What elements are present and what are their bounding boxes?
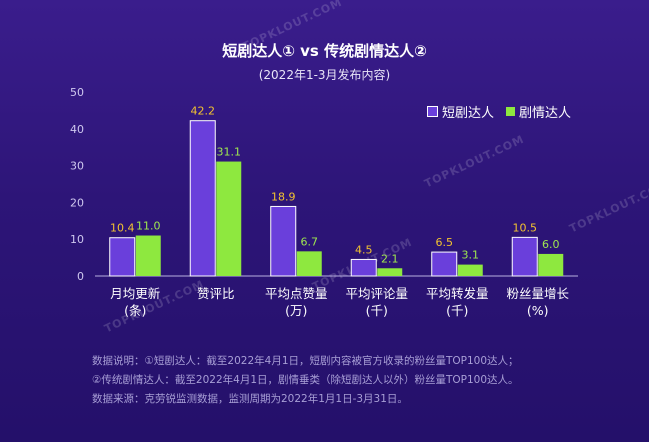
footnote-line: 数据来源：克劳锐监测数据，监测周期为2022年1月1日-3月31日。 bbox=[92, 393, 408, 405]
x-tick-label-unit: (%) bbox=[527, 303, 549, 318]
bar bbox=[350, 258, 377, 277]
legend: 短剧达人 剧情达人 bbox=[427, 102, 571, 121]
footnote-line: 数据说明：①短剧达人：截至2022年4月1日，短剧内容被官方收录的粉丝量TOP1… bbox=[92, 355, 519, 367]
data-label: 42.2 bbox=[191, 105, 216, 118]
x-tick-label-unit: (条) bbox=[124, 303, 146, 318]
y-tick-label: 40 bbox=[70, 123, 84, 136]
data-label: 10.5 bbox=[513, 221, 538, 234]
bar bbox=[296, 251, 322, 276]
bar bbox=[538, 253, 564, 276]
footnote-line: ②传统剧情达人：截至2022年4月1日，剧情垂类（除短剧达人以外）粉丝量TOP1… bbox=[92, 374, 519, 386]
x-tick-label: 赞评比 bbox=[197, 286, 235, 301]
x-tick-label: 平均评论量 bbox=[345, 286, 408, 301]
x-tick-label-unit: (万) bbox=[285, 303, 307, 318]
legend-item-series-2: 剧情达人 bbox=[506, 102, 571, 121]
x-tick-label: 平均点赞量 bbox=[265, 286, 328, 301]
data-label: 2.1 bbox=[381, 252, 399, 265]
data-label: 10.4 bbox=[110, 222, 135, 235]
legend-label-series-1: 短剧达人 bbox=[442, 106, 495, 121]
chart-title: 短剧达人① vs 传统剧情达人② bbox=[222, 42, 427, 60]
data-label: 18.9 bbox=[271, 190, 296, 203]
y-tick-label: 10 bbox=[70, 233, 84, 246]
bar bbox=[457, 264, 483, 276]
data-label: 6.5 bbox=[436, 236, 454, 249]
footnotes: 数据说明：①短剧达人：截至2022年4月1日，短剧内容被官方收录的粉丝量TOP1… bbox=[92, 352, 519, 409]
x-tick-label-unit: (千) bbox=[366, 303, 388, 318]
bar bbox=[270, 205, 297, 277]
data-label: 31.1 bbox=[217, 146, 242, 159]
bar bbox=[377, 268, 403, 276]
bar bbox=[431, 251, 458, 277]
data-label: 11.0 bbox=[136, 220, 161, 233]
data-label: 6.7 bbox=[301, 235, 319, 248]
bar bbox=[189, 120, 216, 277]
y-tick-label: 20 bbox=[70, 196, 84, 209]
data-label: 6.0 bbox=[542, 238, 560, 251]
bar bbox=[216, 161, 242, 276]
y-tick-label: 30 bbox=[70, 160, 84, 173]
x-tick-label: 月均更新 bbox=[110, 286, 160, 301]
legend-label-series-2: 剧情达人 bbox=[519, 106, 572, 121]
x-tick-label-unit: (千) bbox=[446, 303, 468, 318]
bar bbox=[511, 236, 538, 277]
legend-swatch-series-2 bbox=[506, 107, 516, 116]
bar bbox=[109, 237, 136, 277]
chart-subtitle: (2022年1-3月发布内容) bbox=[258, 68, 391, 82]
y-tick-label: 0 bbox=[77, 270, 84, 283]
bar bbox=[135, 235, 161, 276]
y-tick-label: 50 bbox=[70, 86, 84, 99]
legend-swatch-series-1 bbox=[427, 106, 438, 117]
legend-item-series-1: 短剧达人 bbox=[427, 102, 494, 121]
data-label: 3.1 bbox=[462, 249, 480, 262]
data-label: 4.5 bbox=[355, 243, 373, 256]
x-tick-label: 粉丝量增长 bbox=[506, 286, 569, 301]
x-tick-label: 平均转发量 bbox=[426, 286, 489, 301]
